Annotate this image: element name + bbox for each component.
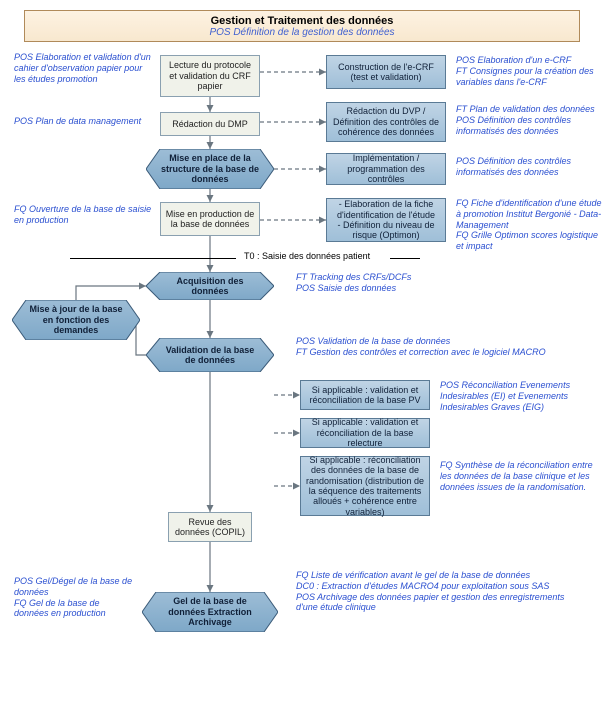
annotation-aR9: FQ Liste de vérification avant le gel de… bbox=[296, 570, 586, 613]
node-label: Construction de l'e-CRF (test et validat… bbox=[330, 62, 442, 83]
annotation-aR4: FQ Fiche d'identification d'une étude à … bbox=[456, 198, 602, 252]
node-r6: Si applicable : validation et réconcilia… bbox=[300, 418, 430, 448]
node-label: - Elaboration de la fiche d'identificati… bbox=[330, 199, 442, 240]
node-r5: Si applicable : validation et réconcilia… bbox=[300, 380, 430, 410]
annotation-aR3: POS Définition des contrôles informatisé… bbox=[456, 156, 596, 178]
node-label: Lecture du protocole et validation du CR… bbox=[164, 60, 256, 91]
node-n4: Mise en production de la base de données bbox=[160, 202, 260, 236]
node-n1: Lecture du protocole et validation du CR… bbox=[160, 55, 260, 97]
node-r7: Si applicable : réconciliation des donné… bbox=[300, 456, 430, 516]
node-n5: Acquisition des données bbox=[146, 272, 274, 300]
node-label: Mise en place de la structure de la base… bbox=[146, 153, 274, 184]
title-main: Gestion et Traitement des données bbox=[29, 15, 575, 27]
node-n6: Mise à jour de la base en fonction des d… bbox=[12, 300, 140, 340]
node-label: Validation de la base de données bbox=[146, 345, 274, 366]
node-label: Implémentation / programmation des contr… bbox=[330, 153, 442, 184]
node-label: Si applicable : validation et réconcilia… bbox=[304, 417, 426, 448]
node-label: Mise en production de la base de données bbox=[164, 209, 256, 230]
t0-line-right bbox=[390, 258, 420, 259]
t0-label: T0 : Saisie des données patient bbox=[240, 251, 374, 261]
annotation-aL1: POS Elaboration et validation d'un cahie… bbox=[14, 52, 154, 84]
node-r2: Rédaction du DVP / Définition des contrô… bbox=[326, 102, 446, 142]
title-sub: POS Définition de la gestion des données bbox=[29, 27, 575, 38]
node-label: Rédaction du DMP bbox=[172, 119, 248, 129]
node-label: Si applicable : validation et réconcilia… bbox=[304, 385, 426, 406]
node-r3: Implémentation / programmation des contr… bbox=[326, 153, 446, 185]
node-r4: - Elaboration de la fiche d'identificati… bbox=[326, 198, 446, 242]
annotation-aR5: FT Tracking des CRFs/DCFsPOS Saisie des … bbox=[296, 272, 496, 294]
annotation-aL3: FQ Ouverture de la base de saisie en pro… bbox=[14, 204, 154, 226]
annotation-aL2: POS Plan de data management bbox=[14, 116, 154, 127]
node-label: Gel de la base de données Extraction Arc… bbox=[142, 596, 278, 627]
annotation-aR7: POS Réconciliation Evenements Indesirabl… bbox=[440, 380, 600, 412]
annotation-aR8: FQ Synthèse de la réconciliation entre l… bbox=[440, 460, 600, 492]
annotation-aR1: POS Elaboration d'un e-CRFFT Consignes p… bbox=[456, 55, 596, 87]
annotation-aL4: POS Gel/Dégel de la base de donnéesFQ Ge… bbox=[14, 576, 134, 619]
node-r1: Construction de l'e-CRF (test et validat… bbox=[326, 55, 446, 89]
node-n2: Rédaction du DMP bbox=[160, 112, 260, 136]
node-label: Rédaction du DVP / Définition des contrô… bbox=[330, 106, 442, 137]
node-label: Mise à jour de la base en fonction des d… bbox=[12, 304, 140, 335]
node-label: Si applicable : réconciliation des donné… bbox=[304, 455, 426, 517]
node-n9: Gel de la base de données Extraction Arc… bbox=[142, 592, 278, 632]
annotation-aR6: POS Validation de la base de donnéesFT G… bbox=[296, 336, 556, 358]
node-n8: Revue des données (COPIL) bbox=[168, 512, 252, 542]
node-n7: Validation de la base de données bbox=[146, 338, 274, 372]
node-n3: Mise en place de la structure de la base… bbox=[146, 149, 274, 189]
node-label: Acquisition des données bbox=[146, 276, 274, 297]
annotation-aR2: FT Plan de validation des donnéesPOS Déf… bbox=[456, 104, 596, 136]
t0-line-left bbox=[70, 258, 236, 259]
node-label: Revue des données (COPIL) bbox=[172, 517, 248, 538]
title-bar: Gestion et Traitement des donnéesPOS Déf… bbox=[24, 10, 580, 42]
